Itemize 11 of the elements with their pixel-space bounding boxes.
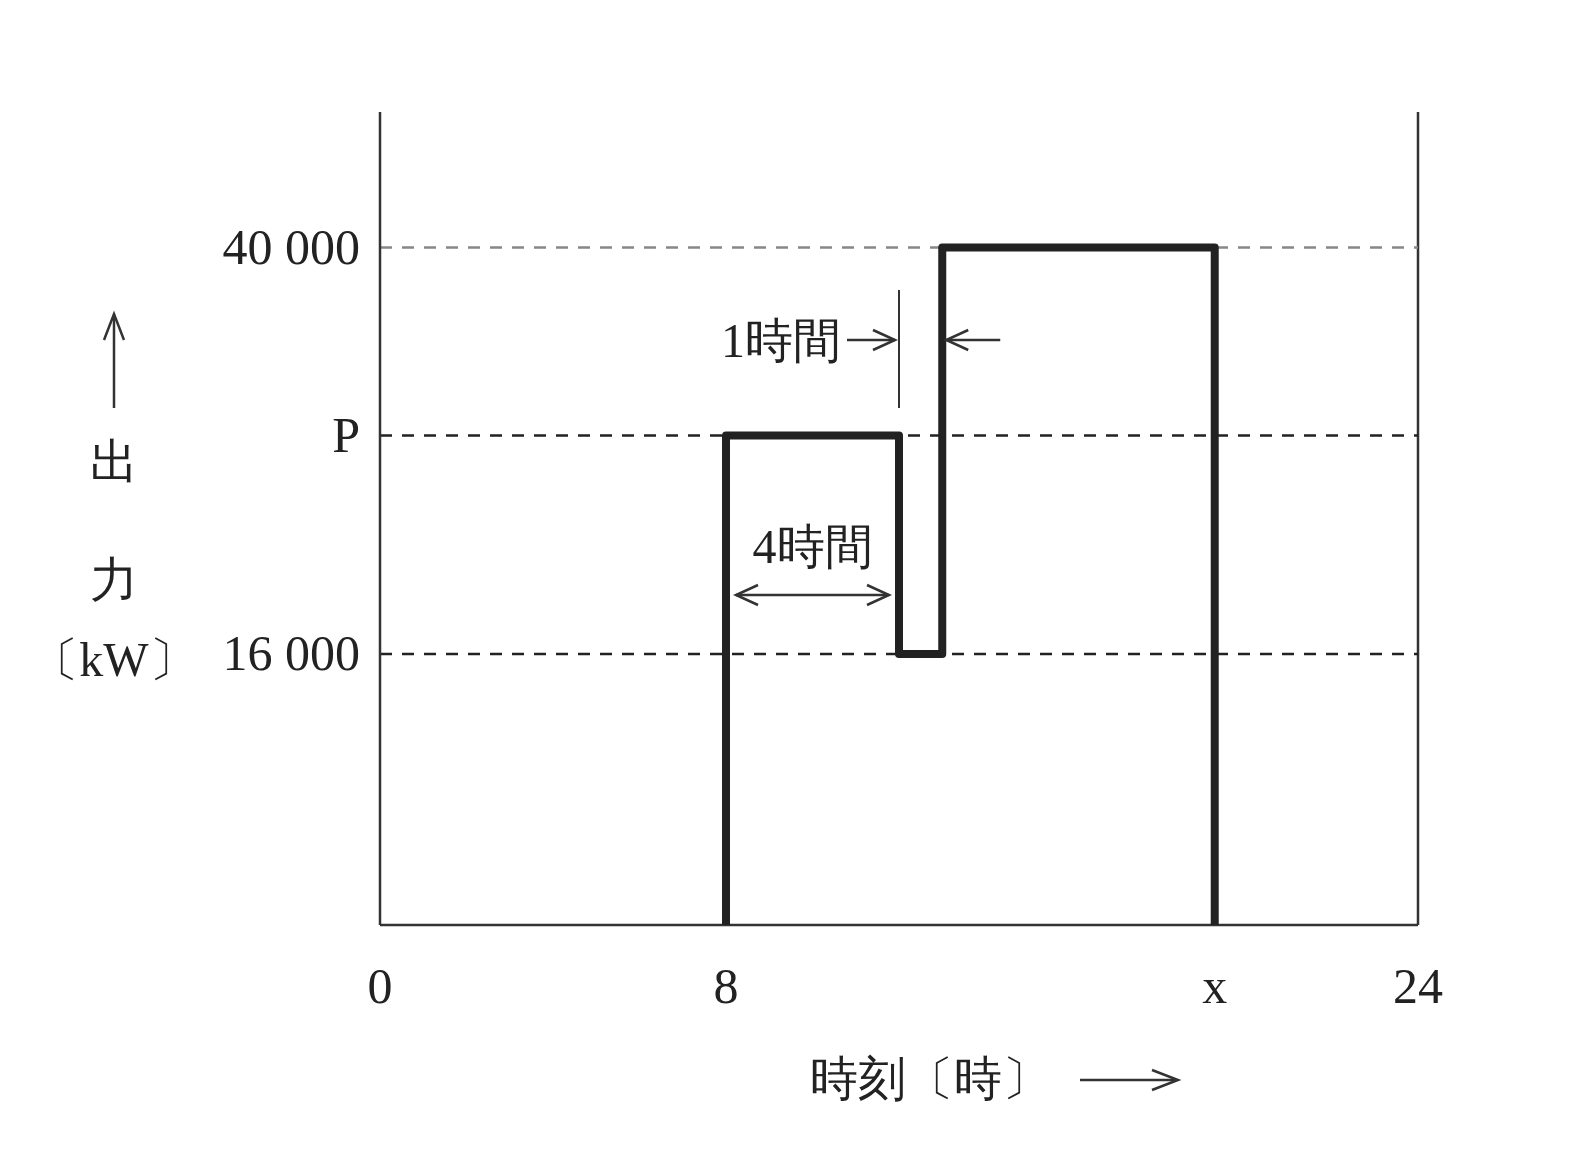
x-tick-label: 0 bbox=[367, 958, 393, 1014]
x-axis-title: 時刻〔時〕 bbox=[810, 1052, 1050, 1105]
y-tick-label: 16 000 bbox=[222, 625, 360, 681]
x-tick-label: 8 bbox=[713, 958, 739, 1014]
annotation: 1時間 bbox=[721, 314, 841, 367]
y-tick-label: 40 000 bbox=[222, 218, 360, 275]
text: 出力〔kW〕 bbox=[31, 435, 197, 686]
x-tick-label: 24 bbox=[1393, 958, 1443, 1014]
annotation: 4時間 bbox=[752, 520, 873, 573]
x-tick-label: x bbox=[1202, 958, 1228, 1014]
y-tick-label: P bbox=[332, 406, 360, 463]
